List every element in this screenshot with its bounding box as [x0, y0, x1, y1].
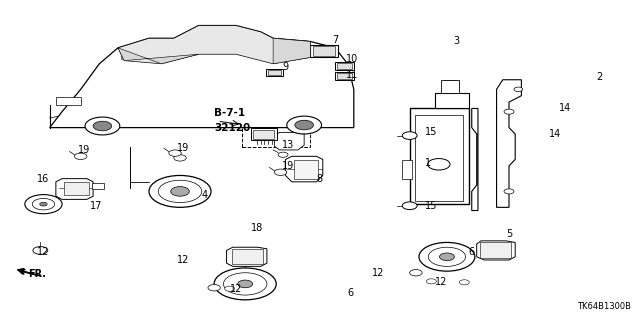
- Text: 4: 4: [202, 189, 208, 200]
- Circle shape: [149, 175, 211, 207]
- Bar: [64, 182, 89, 195]
- Text: 6: 6: [468, 247, 475, 257]
- Circle shape: [32, 198, 54, 210]
- Circle shape: [275, 169, 287, 175]
- Text: 12: 12: [177, 255, 189, 265]
- Text: 15: 15: [425, 201, 438, 211]
- Circle shape: [33, 247, 48, 254]
- Circle shape: [158, 180, 202, 203]
- Circle shape: [514, 87, 523, 92]
- Text: 10: 10: [346, 54, 358, 64]
- Bar: [415, 115, 463, 201]
- Polygon shape: [56, 179, 93, 199]
- Polygon shape: [50, 26, 354, 128]
- Circle shape: [225, 286, 235, 291]
- Text: 8: 8: [317, 174, 323, 184]
- Bar: [252, 128, 278, 140]
- Text: 12: 12: [230, 284, 242, 294]
- Text: 17: 17: [90, 201, 102, 211]
- Bar: [335, 62, 354, 70]
- Circle shape: [295, 120, 314, 130]
- Text: 5: 5: [506, 229, 512, 240]
- Circle shape: [171, 187, 189, 196]
- Circle shape: [440, 253, 454, 261]
- Circle shape: [223, 273, 267, 295]
- Bar: [268, 70, 281, 75]
- Circle shape: [402, 132, 417, 139]
- Bar: [56, 97, 81, 105]
- Text: 6: 6: [348, 288, 354, 299]
- Text: 2: 2: [596, 71, 602, 82]
- Bar: [242, 105, 310, 147]
- Text: FR.: FR.: [28, 269, 46, 279]
- Circle shape: [426, 279, 436, 284]
- Bar: [253, 130, 275, 139]
- Circle shape: [287, 116, 321, 134]
- Circle shape: [169, 150, 181, 156]
- Polygon shape: [275, 132, 304, 150]
- Text: 11: 11: [346, 70, 358, 80]
- Bar: [92, 183, 104, 189]
- Text: 14: 14: [559, 103, 571, 114]
- Circle shape: [504, 189, 514, 194]
- Bar: [402, 160, 412, 179]
- Polygon shape: [497, 80, 522, 207]
- Bar: [480, 242, 511, 258]
- Polygon shape: [227, 247, 267, 266]
- Bar: [314, 46, 335, 56]
- Circle shape: [25, 195, 62, 214]
- Text: 12: 12: [372, 268, 385, 278]
- Bar: [410, 108, 468, 204]
- Polygon shape: [118, 48, 198, 64]
- Bar: [337, 63, 352, 69]
- Text: 18: 18: [252, 223, 264, 233]
- Circle shape: [208, 285, 220, 291]
- Circle shape: [93, 121, 112, 131]
- Circle shape: [278, 152, 288, 157]
- Circle shape: [402, 202, 417, 210]
- Text: 1: 1: [425, 158, 431, 168]
- Circle shape: [40, 202, 47, 206]
- Circle shape: [74, 153, 87, 160]
- Polygon shape: [472, 108, 478, 211]
- Polygon shape: [477, 241, 515, 260]
- Text: 13: 13: [282, 140, 294, 150]
- Bar: [335, 72, 354, 80]
- Circle shape: [214, 268, 276, 300]
- Polygon shape: [118, 26, 310, 64]
- Text: 15: 15: [425, 127, 438, 137]
- Text: 9: 9: [282, 62, 289, 72]
- Polygon shape: [285, 156, 323, 182]
- Bar: [266, 69, 283, 76]
- Circle shape: [410, 270, 422, 276]
- Bar: [441, 80, 460, 93]
- Circle shape: [419, 242, 475, 271]
- Bar: [337, 73, 352, 79]
- Text: B-7-1: B-7-1: [214, 108, 245, 118]
- Circle shape: [174, 155, 186, 161]
- Text: TK64B1300B: TK64B1300B: [577, 302, 631, 311]
- Text: 19: 19: [282, 161, 294, 171]
- Text: 12: 12: [435, 277, 447, 287]
- Bar: [294, 160, 319, 179]
- Text: 7: 7: [332, 35, 339, 45]
- Bar: [232, 249, 262, 264]
- Polygon shape: [273, 38, 310, 64]
- Text: 3: 3: [453, 36, 460, 47]
- Circle shape: [504, 109, 514, 114]
- Bar: [121, 55, 134, 59]
- Circle shape: [85, 117, 120, 135]
- Text: 19: 19: [177, 143, 189, 153]
- Text: 14: 14: [549, 129, 561, 139]
- Text: 19: 19: [77, 145, 90, 155]
- Bar: [310, 45, 339, 57]
- Circle shape: [428, 247, 465, 266]
- Text: 12: 12: [37, 247, 50, 257]
- Text: 16: 16: [37, 174, 49, 184]
- Circle shape: [428, 159, 450, 170]
- Bar: [435, 93, 468, 108]
- Text: 32120: 32120: [214, 122, 250, 133]
- Circle shape: [237, 280, 253, 288]
- Circle shape: [460, 280, 469, 285]
